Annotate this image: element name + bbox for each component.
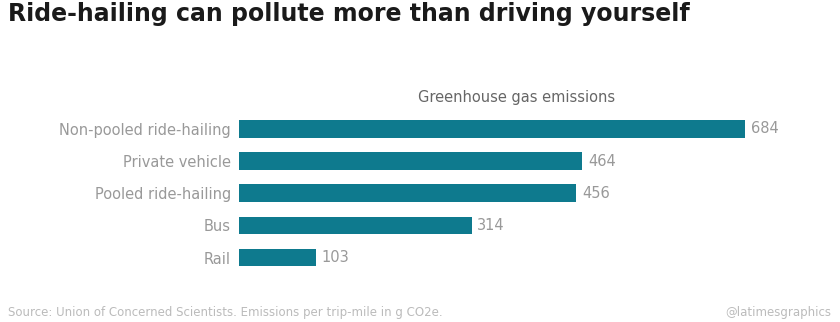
Bar [239, 249, 316, 267]
Text: Ride-hailing can pollute more than driving yourself: Ride-hailing can pollute more than drivi… [8, 2, 690, 26]
Text: 456: 456 [582, 186, 610, 201]
Bar [239, 217, 471, 234]
Text: 314: 314 [477, 218, 505, 233]
Bar [239, 152, 582, 170]
Bar [239, 184, 576, 202]
Text: 103: 103 [322, 250, 349, 265]
Text: 464: 464 [588, 154, 616, 168]
Text: 684: 684 [751, 121, 779, 136]
Text: Greenhouse gas emissions: Greenhouse gas emissions [418, 90, 615, 105]
Text: Source: Union of Concerned Scientists. Emissions per trip-mile in g CO2e.: Source: Union of Concerned Scientists. E… [8, 306, 443, 319]
Bar [239, 120, 745, 138]
Text: @latimesgraphics: @latimesgraphics [726, 306, 832, 319]
